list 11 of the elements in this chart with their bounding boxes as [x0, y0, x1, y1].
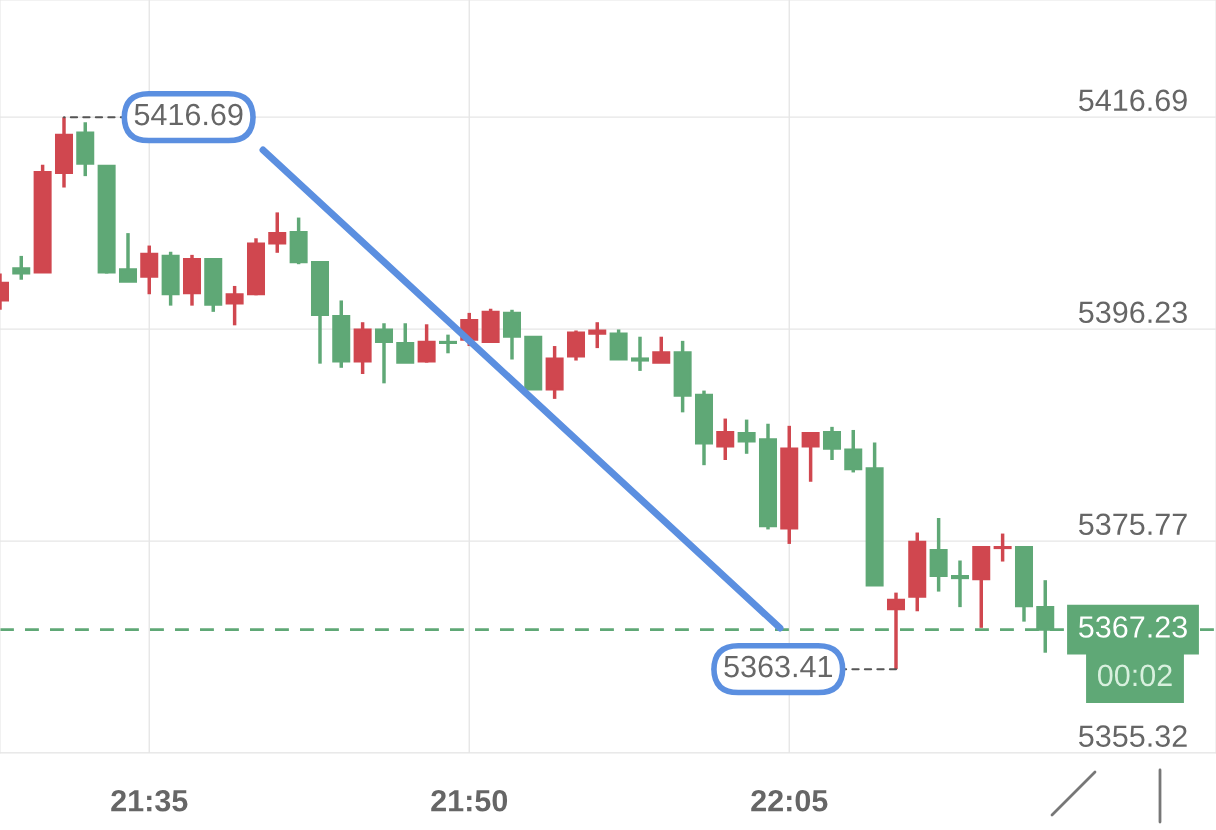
annotation: 00:02: [1097, 664, 1172, 687]
annotation: 5416.69: [134, 103, 243, 126]
y-tick-label: 5396.23: [1079, 301, 1187, 324]
x-tick-label: 22:05: [751, 789, 828, 812]
y-tick-label: 5416.69: [1079, 89, 1187, 112]
x-tick-label: 21:50: [431, 789, 508, 812]
ref-line-label: 5367.23: [1079, 616, 1187, 638]
annotation: 5363.41: [724, 655, 833, 678]
x-tick-label: 21:35: [111, 789, 188, 812]
y-tick-label: 5355.32: [1079, 725, 1187, 747]
y-tick-label: 5375.77: [1079, 513, 1187, 536]
